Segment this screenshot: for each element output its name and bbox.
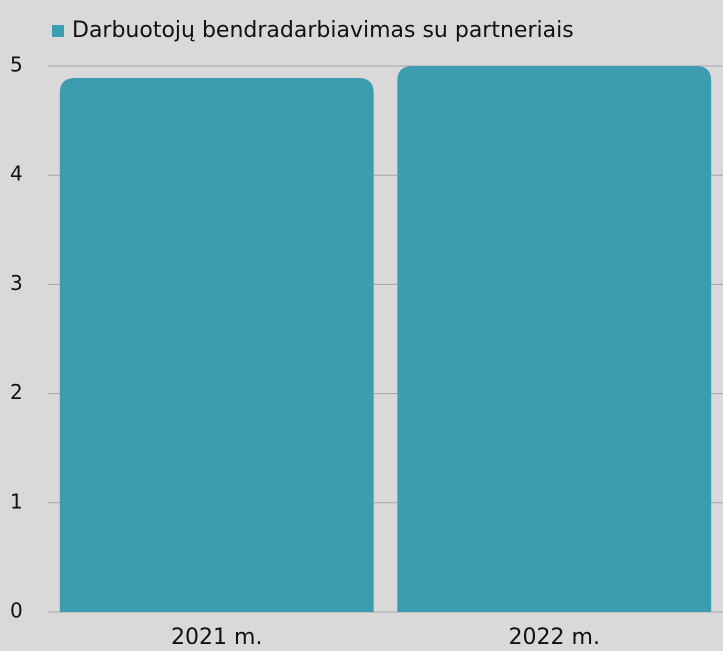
legend-label: Darbuotojų bendradarbiavimas su partneri… xyxy=(72,18,574,43)
x-tick-label: 2021 m. xyxy=(171,625,262,650)
y-tick-label: 5 xyxy=(10,53,23,77)
y-tick-label: 4 xyxy=(10,162,23,186)
legend-swatch xyxy=(52,25,64,37)
bar xyxy=(59,78,374,612)
y-tick-label: 3 xyxy=(10,271,23,295)
bar xyxy=(397,66,712,612)
x-tick-label: 2022 m. xyxy=(509,625,600,650)
y-tick-label: 0 xyxy=(10,599,23,623)
y-tick-label: 1 xyxy=(10,489,23,513)
y-tick-label: 2 xyxy=(10,380,23,404)
